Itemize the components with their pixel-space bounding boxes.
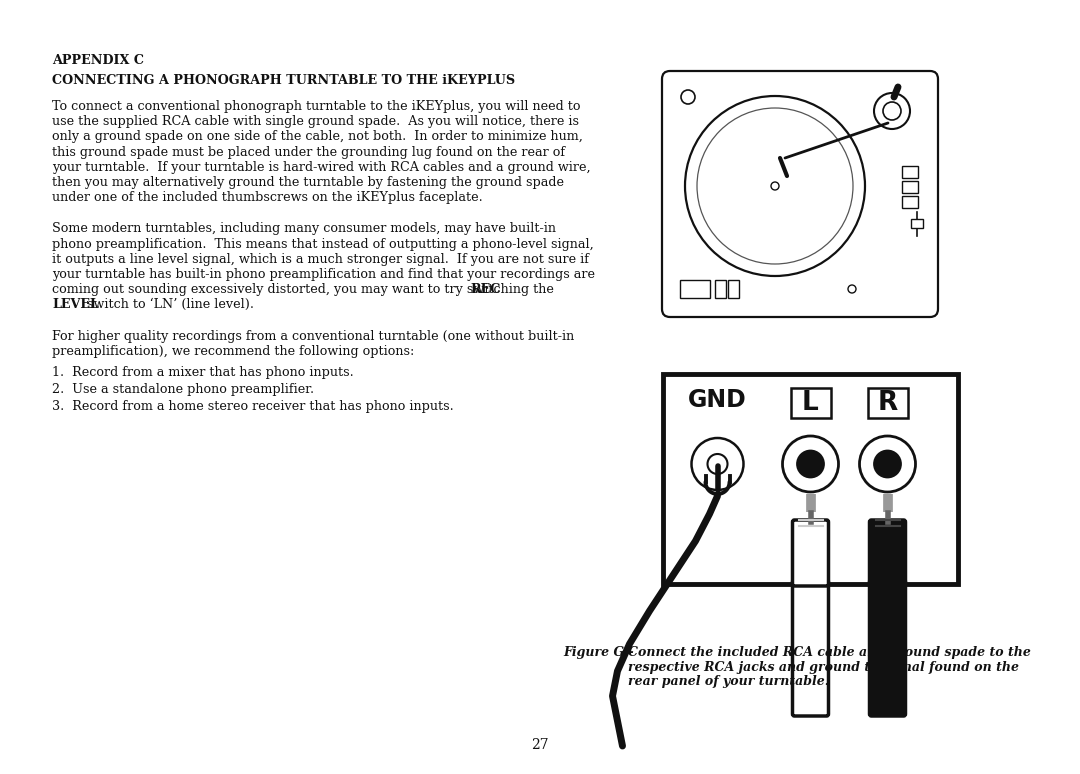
Text: 2.  Use a standalone phono preamplifier.: 2. Use a standalone phono preamplifier. <box>52 383 314 396</box>
Text: preamplification), we recommend the following options:: preamplification), we recommend the foll… <box>52 344 415 358</box>
Text: phono preamplification.  This means that instead of outputting a phono-level sig: phono preamplification. This means that … <box>52 238 594 251</box>
FancyBboxPatch shape <box>715 280 726 298</box>
Text: under one of the included thumbscrews on the iKEYplus faceplate.: under one of the included thumbscrews on… <box>52 191 483 204</box>
Text: L: L <box>802 390 819 416</box>
FancyBboxPatch shape <box>662 71 939 317</box>
Text: 3.  Record from a home stereo receiver that has phono inputs.: 3. Record from a home stereo receiver th… <box>52 400 454 413</box>
Circle shape <box>771 182 779 190</box>
Text: For higher quality recordings from a conventional turntable (one without built-i: For higher quality recordings from a con… <box>52 330 575 343</box>
Text: rear panel of your turntable.: rear panel of your turntable. <box>627 675 829 688</box>
FancyBboxPatch shape <box>662 374 958 584</box>
Text: respective RCA jacks and ground terminal found on the: respective RCA jacks and ground terminal… <box>627 660 1020 673</box>
Circle shape <box>848 285 856 293</box>
Circle shape <box>691 438 743 490</box>
Text: your turntable has built-in phono preamplification and find that your recordings: your turntable has built-in phono preamp… <box>52 268 595 281</box>
FancyBboxPatch shape <box>902 166 918 178</box>
Text: 27: 27 <box>531 738 549 752</box>
FancyBboxPatch shape <box>793 580 828 716</box>
Circle shape <box>883 102 901 120</box>
Text: coming out sounding excessively distorted, you may want to try switching the: coming out sounding excessively distorte… <box>52 283 558 296</box>
Text: then you may alternatively ground the turntable by fastening the ground spade: then you may alternatively ground the tu… <box>52 176 564 189</box>
FancyBboxPatch shape <box>793 520 828 586</box>
Text: use the supplied RCA cable with single ground spade.  As you will notice, there : use the supplied RCA cable with single g… <box>52 115 579 128</box>
Circle shape <box>707 454 728 474</box>
Circle shape <box>797 451 824 477</box>
FancyBboxPatch shape <box>902 181 918 193</box>
Text: Some modern turntables, including many consumer models, may have built-in: Some modern turntables, including many c… <box>52 222 556 235</box>
Text: APPENDIX C: APPENDIX C <box>52 54 144 67</box>
Text: 1.  Record from a mixer that has phono inputs.: 1. Record from a mixer that has phono in… <box>52 366 354 379</box>
Circle shape <box>783 436 838 492</box>
Text: CONNECTING A PHONOGRAPH TURNTABLE TO THE iKEYPLUS: CONNECTING A PHONOGRAPH TURNTABLE TO THE… <box>52 74 515 87</box>
Text: REC: REC <box>470 283 500 296</box>
FancyBboxPatch shape <box>902 196 918 208</box>
Text: To connect a conventional phonograph turntable to the iKEYplus, you will need to: To connect a conventional phonograph tur… <box>52 100 581 113</box>
FancyBboxPatch shape <box>791 388 831 418</box>
Circle shape <box>874 93 910 129</box>
FancyBboxPatch shape <box>867 388 907 418</box>
FancyBboxPatch shape <box>869 580 905 716</box>
Circle shape <box>681 90 696 104</box>
Text: Figure G -: Figure G - <box>563 646 634 659</box>
Text: it outputs a line level signal, which is a much stronger signal.  If you are not: it outputs a line level signal, which is… <box>52 253 589 265</box>
Text: LEVEL: LEVEL <box>52 299 99 311</box>
FancyBboxPatch shape <box>680 280 710 298</box>
Circle shape <box>875 451 901 477</box>
Text: R: R <box>877 390 897 416</box>
Text: GND: GND <box>688 388 747 412</box>
Text: switch to ‘LN’ (line level).: switch to ‘LN’ (line level). <box>83 299 254 311</box>
Text: only a ground spade on one side of the cable, not both.  In order to minimize hu: only a ground spade on one side of the c… <box>52 130 583 143</box>
FancyBboxPatch shape <box>728 280 739 298</box>
FancyBboxPatch shape <box>912 219 923 228</box>
Circle shape <box>860 436 916 492</box>
FancyBboxPatch shape <box>869 520 905 586</box>
Text: your turntable.  If your turntable is hard-wired with RCA cables and a ground wi: your turntable. If your turntable is har… <box>52 161 591 174</box>
Circle shape <box>685 96 865 276</box>
Text: this ground spade must be placed under the grounding lug found on the rear of: this ground spade must be placed under t… <box>52 146 565 159</box>
Text: Connect the included RCA cable and ground spade to the: Connect the included RCA cable and groun… <box>627 646 1031 659</box>
